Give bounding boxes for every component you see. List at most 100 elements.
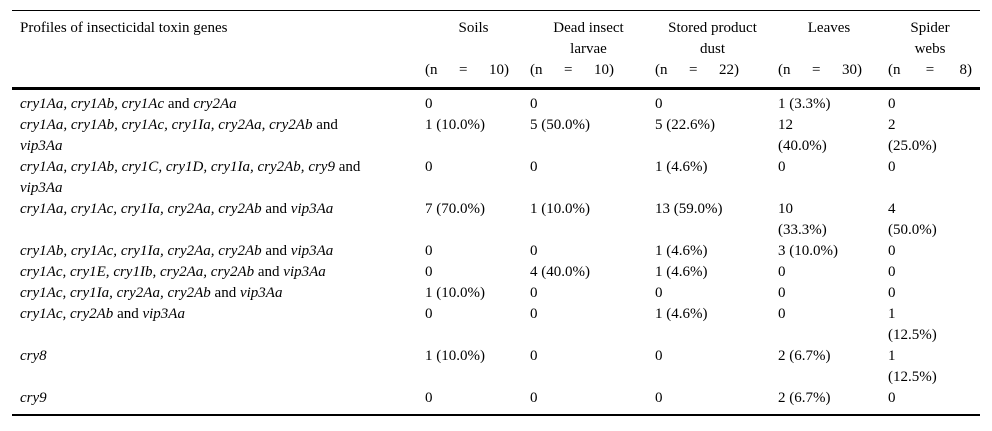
gene-name: cry1Ac, — [20, 264, 67, 280]
profiles-header-label: Profiles of insecticidal toxin genes — [20, 20, 228, 36]
sample-size-label: (n = 30) — [778, 62, 862, 78]
gene-name: cry1D, — [165, 159, 208, 175]
gene-name: cry2Ab — [218, 243, 262, 259]
count-cell: 0 — [655, 390, 663, 406]
gene-profile-cell: cry1Ab, cry1Ac, cry1Ia, cry2Aa, cry2Ab a… — [20, 243, 334, 259]
sample-size-label: (n = 8) — [888, 62, 972, 78]
count-cell: 0 — [655, 348, 663, 364]
gene-name: cry1Ab, — [70, 117, 118, 133]
gene-name: cry1C, — [121, 159, 163, 175]
gene-name: cry1Aa, — [20, 159, 68, 175]
count-cell: 0 — [425, 243, 433, 259]
count-cell: 2 (25.0%) — [888, 117, 937, 154]
table-row: cry1Aa, cry1Ab, cry1C, cry1D, cry1Ia, cr… — [12, 157, 980, 199]
count-cell: 0 — [888, 390, 896, 406]
gene-name: vip3Aa — [290, 201, 334, 217]
table-row: cry1Ab, cry1Ac, cry1Ia, cry2Aa, cry2Ab a… — [12, 241, 980, 262]
count-cell: 0 — [888, 96, 896, 112]
count-cell: 0 — [778, 285, 786, 301]
gene-profile-cell: cry1Aa, cry1Ab, cry1Ac, cry1Ia, cry2Aa, … — [20, 117, 338, 154]
count-cell: 0 — [425, 306, 433, 322]
column-header-stored-product-dust: Stored product dust (n = 22) — [655, 10, 778, 90]
gene-name: cry1Ab, — [70, 96, 118, 112]
column-label: Leaves — [807, 20, 851, 36]
gene-name: cry1Ac — [121, 96, 165, 112]
gene-name: cry1Ac, — [121, 117, 168, 133]
gene-profile-cell: cry8 — [12, 346, 425, 388]
gene-name: cry1Aa, — [20, 201, 68, 217]
count-cell: 0 — [425, 159, 433, 175]
count-cell: 0 — [530, 243, 538, 259]
gene-name: cry1Ab, — [70, 159, 118, 175]
gene-name: vip3Aa — [283, 264, 326, 280]
count-cell: 4 (40.0%) — [530, 264, 590, 280]
count-cell: 2 (6.7%) — [778, 390, 831, 406]
count-cell: 1 (4.6%) — [655, 306, 708, 322]
gene-profile-cell: cry1Ac, cry1Ia, cry2Aa, cry2Ab and vip3A… — [20, 285, 283, 301]
gene-profile-cell: cry1Aa, cry1Ab, cry1C, cry1D, cry1Ia, cr… — [20, 159, 361, 196]
gene-name: cry1Ac, — [20, 285, 67, 301]
gene-name: cry9 — [20, 390, 47, 406]
count-cell: 0 — [425, 264, 433, 280]
gene-name: cry2Ab — [210, 264, 255, 280]
count-cell: 10 (33.3%) — [778, 201, 827, 238]
count-cell: 13 (59.0%) — [655, 201, 723, 217]
count-cell: 3 (10.0%) — [778, 243, 838, 259]
count-cell: 0 — [888, 243, 896, 259]
gene-name: cry1Ac, — [70, 243, 118, 259]
count-cell: 1 (10.0%) — [425, 117, 485, 133]
count-cell: 0 — [655, 96, 663, 112]
gene-name: cry1Ab, — [20, 243, 68, 259]
gene-name: vip3Aa — [20, 180, 63, 196]
gene-profile-cell: cry1Ac, cry2Ab and vip3Aa — [20, 306, 185, 322]
table-header: Profiles of insecticidal toxin genes Soi… — [12, 10, 980, 90]
count-cell: 0 — [888, 159, 896, 175]
column-header-leaves: Leaves (n = 30) — [778, 10, 888, 90]
column-header-dead-insect-larvae: Dead insect larvae (n = 10) — [530, 10, 655, 90]
gene-name: cry2Ab — [167, 285, 211, 301]
gene-name: vip3Aa — [290, 243, 334, 259]
count-cell: 0 — [655, 285, 663, 301]
gene-name: cry2Aa, — [159, 264, 208, 280]
gene-name: cry1Aa, — [20, 96, 68, 112]
count-cell: 0 — [530, 348, 538, 364]
count-cell: 0 — [778, 159, 786, 175]
column-label: Stored product dust — [668, 20, 757, 57]
gene-name: cry2Aa, — [218, 117, 266, 133]
gene-name: cry1Ia, — [120, 201, 164, 217]
gene-name: cry8 — [20, 348, 47, 364]
count-cell: 0 — [425, 390, 433, 406]
count-cell: 7 (70.0%) — [425, 201, 485, 217]
count-cell: 0 — [778, 264, 786, 280]
count-cell: 1 (10.0%) — [425, 348, 485, 364]
table-row: cry1Ac, cry2Ab and vip3Aa 0 0 1 (4.6%) 0 1 (1… — [12, 304, 980, 346]
table-row: cry1Aa, cry1Ac, cry1Ia, cry2Aa, cry2Ab a… — [12, 199, 980, 241]
count-cell: 0 — [888, 285, 896, 301]
column-header-soils: Soils (n = 10) — [425, 10, 530, 90]
gene-profile-cell: cry1Aa, cry1Ab, cry1Ac and cry2Aa — [20, 96, 237, 112]
count-cell: 1 (4.6%) — [655, 159, 708, 175]
gene-name: cry1Ac, — [20, 306, 67, 322]
table-row: cry8 1 (10.0%) 0 0 2 (6.7%) 1 (12.5%) — [12, 346, 980, 388]
gene-name: vip3Aa — [239, 285, 283, 301]
toxin-gene-profiles-table: Profiles of insecticidal toxin genes Soi… — [12, 10, 980, 416]
count-cell: 4 (50.0%) — [888, 201, 937, 238]
gene-name: cry1Ib, — [113, 264, 157, 280]
count-cell: 0 — [530, 390, 538, 406]
table-row: cry1Ac, cry1Ia, cry2Aa, cry2Ab and vip3A… — [12, 283, 980, 304]
column-label: Soils — [458, 20, 489, 36]
gene-name: cry1Aa, — [20, 117, 68, 133]
column-header-profiles: Profiles of insecticidal toxin genes — [12, 10, 425, 90]
gene-name: cry1Ia, — [210, 159, 254, 175]
column-label: Spider webs — [910, 20, 950, 57]
count-cell: 0 — [888, 264, 896, 280]
count-cell: 0 — [530, 159, 538, 175]
gene-name: cry2Ab — [218, 201, 262, 217]
count-cell: 1 (4.6%) — [655, 264, 708, 280]
gene-name: vip3Aa — [142, 306, 185, 322]
gene-profile-cell: cry9 — [12, 388, 425, 415]
column-header-spider-webs: Spider webs (n = 8) — [888, 10, 980, 90]
count-cell: 1 (4.6%) — [655, 243, 708, 259]
gene-name: cry9 — [308, 159, 335, 175]
gene-name: cry2Aa — [193, 96, 237, 112]
